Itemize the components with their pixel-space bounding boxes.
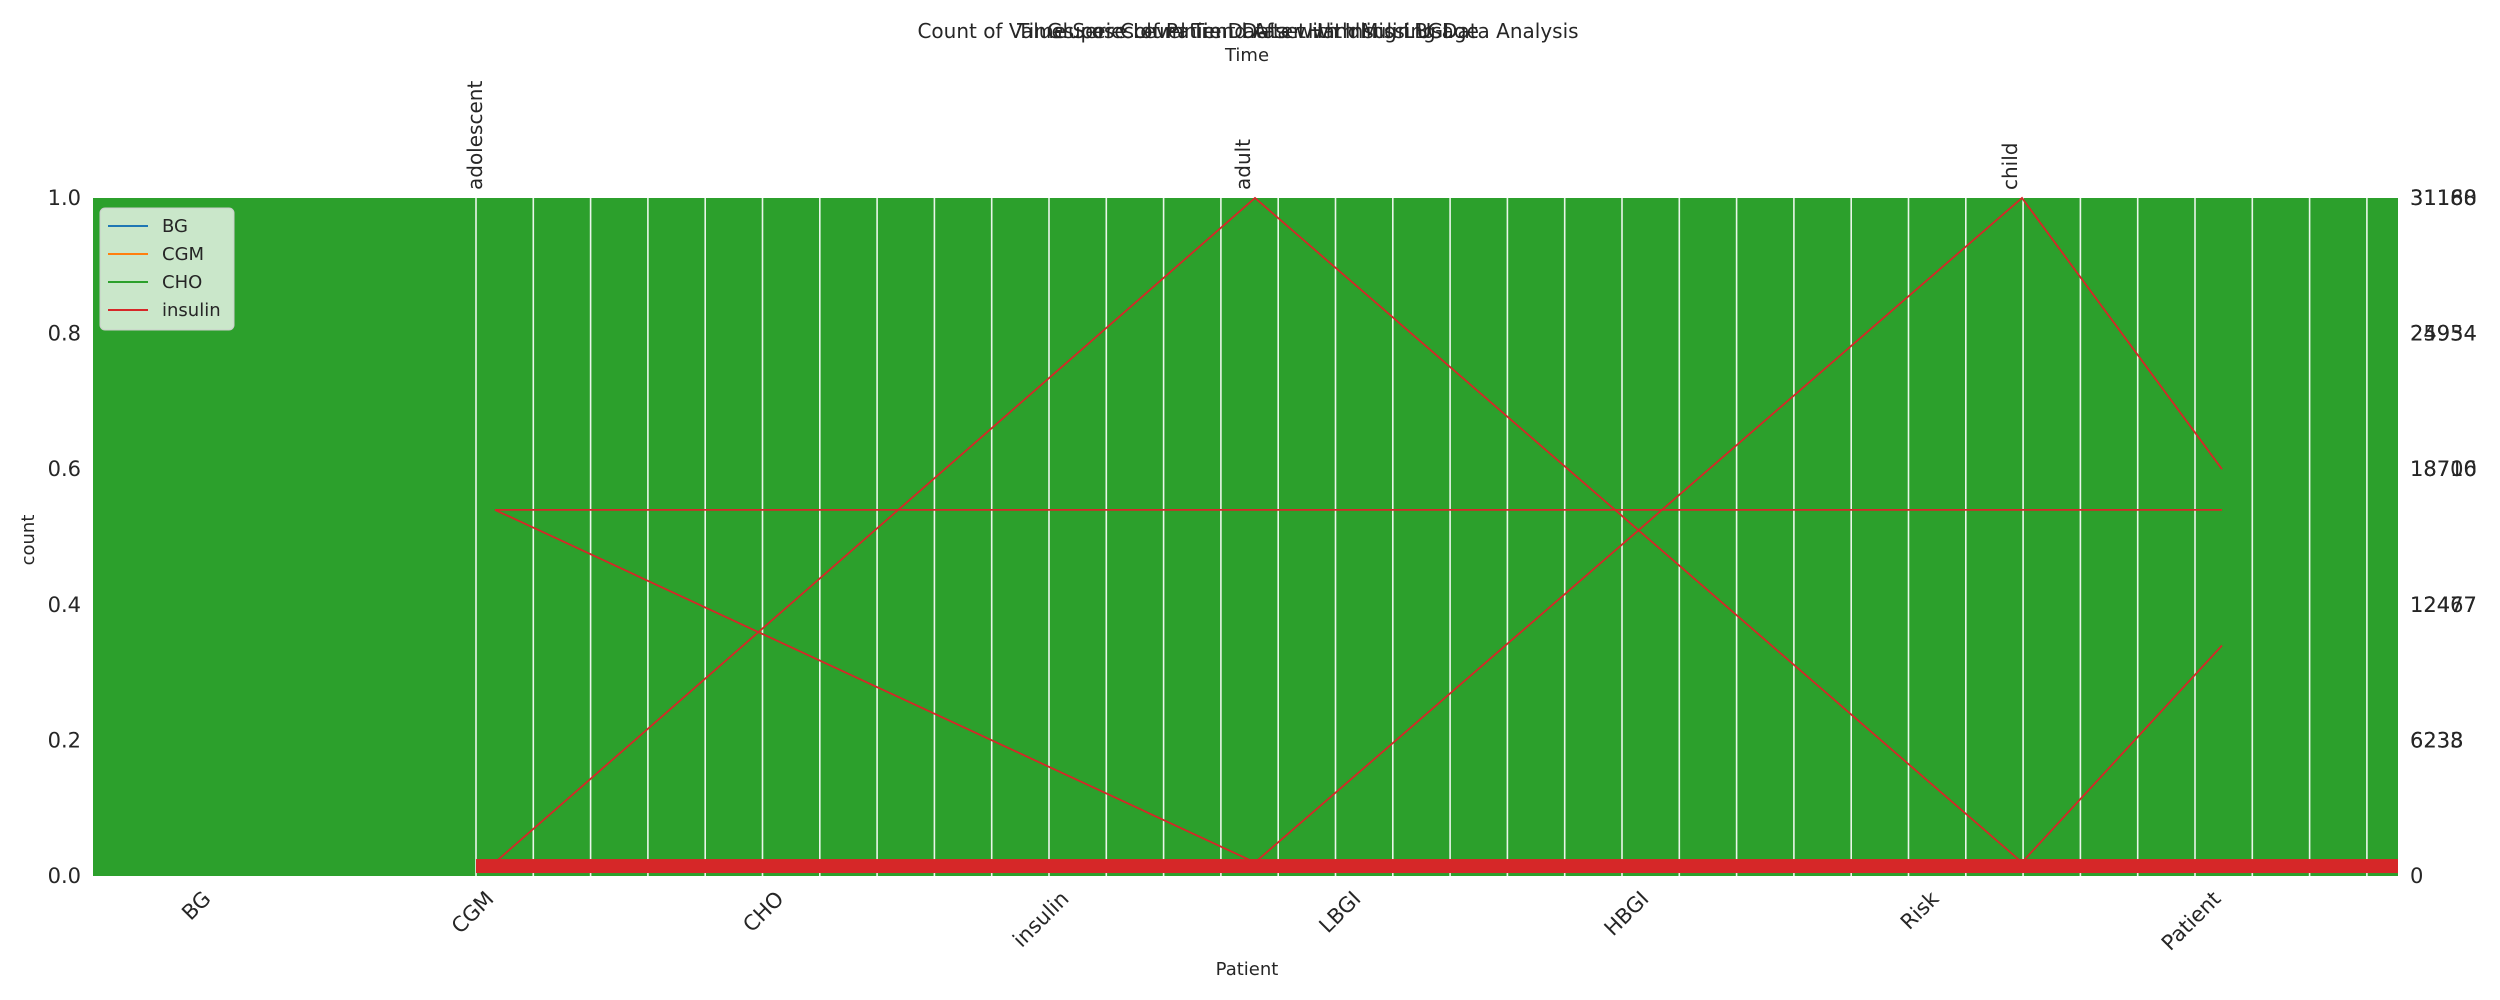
x-tick-label: BG	[177, 887, 215, 925]
y-tick-label: 0.8	[48, 322, 81, 346]
right-y-tick-label: 6233	[2410, 728, 2463, 752]
right-y-tick-label: 24934	[2410, 322, 2477, 346]
right-y-tick-label: 18716	[2410, 457, 2477, 481]
right-y-tick-label: 31160	[2410, 186, 2477, 210]
legend-label-BG: BG	[162, 216, 188, 237]
y-tick-label: 0.2	[48, 728, 81, 752]
right-y-tick-label: 6238	[2410, 728, 2463, 752]
y-axis-label: count	[18, 515, 39, 566]
chart-title: Count of Values per Column in Dataset wi…	[917, 19, 1578, 43]
bar-Patient	[2081, 198, 2398, 876]
bar-CGM	[353, 198, 640, 876]
x-tick-label: CGM	[447, 887, 499, 939]
insulin-baseline-band	[476, 859, 2398, 874]
x-tick-label: CHO	[738, 887, 788, 937]
bar-CHO	[640, 198, 928, 876]
right-y-tick-label: 0	[2410, 864, 2423, 888]
top-tick-label: child	[1998, 143, 2022, 190]
y-tick-label: 0.6	[48, 457, 81, 481]
x-axis-label: Patient	[1216, 959, 1279, 980]
top-x-axis: adolescent adult child	[463, 81, 2022, 190]
top-tick-label: adult	[1231, 139, 1255, 190]
y-tick-label: 0.0	[48, 864, 81, 888]
legend-label-CGM: CGM	[162, 244, 204, 265]
insulin-line-group	[476, 196, 2398, 874]
bar-insulin	[927, 198, 1216, 876]
right-y-tick-label: 18700	[2410, 457, 2477, 481]
right-y-tick-label: 31188	[2410, 186, 2477, 210]
chart-title-tertiary: Glucose Level Trend After Handling LBGI	[1047, 19, 1449, 43]
legend: BG CGM CHO insulin	[99, 207, 235, 331]
legend-label-CHO: CHO	[162, 272, 202, 293]
insulin-line-1	[494, 196, 2223, 864]
right-y-tick-label: 12467	[2410, 593, 2477, 617]
x-tick-label: Patient	[2157, 887, 2226, 956]
x-tick-label: LBGI	[1314, 887, 1365, 938]
left-y-axis: 0.0 0.2 0.4 0.6 0.8 1.0	[48, 186, 81, 888]
top-tick-label: adolescent	[463, 81, 487, 190]
chart-title-secondary: Time Series of Patient Data with Insulin…	[1016, 19, 1479, 43]
x-tick-label: HBGI	[1600, 887, 1654, 941]
x-axis: BG CGM CHO insulin LBGI HBGI Risk Patient	[177, 886, 2225, 955]
y-tick-label: 1.0	[48, 186, 81, 210]
x-tick-label: Risk	[1896, 886, 1944, 934]
bar-Risk	[1795, 198, 2081, 876]
right-y-tick-label: 25954	[2410, 322, 2477, 346]
chart-titles: Count of Values per Column in Dataset wi…	[917, 19, 1578, 43]
x-tick-label: insulin	[1008, 887, 1073, 952]
y-tick-label: 0.4	[48, 593, 81, 617]
top-x-axis-label: Time	[1224, 45, 1269, 66]
bar-HBGI	[1506, 198, 1795, 876]
legend-label-insulin: insulin	[162, 300, 221, 321]
bar-LBGI	[1216, 198, 1506, 876]
legend-box	[99, 207, 235, 331]
bar-group	[93, 198, 2398, 876]
right-y-tick-label: 12477	[2410, 593, 2477, 617]
